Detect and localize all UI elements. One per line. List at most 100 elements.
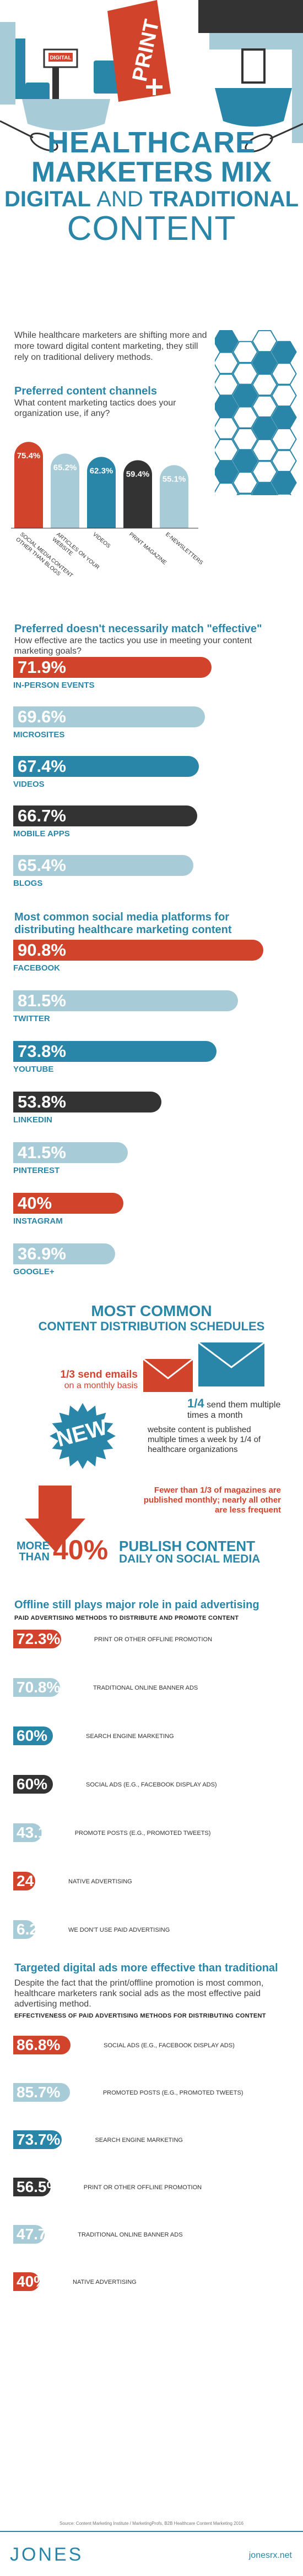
publish-line-2: DAILY ON SOCIAL MEDIA bbox=[119, 1553, 261, 1565]
effective-row: 66.7% MOBILE APPS bbox=[13, 805, 303, 855]
than-word: THAN bbox=[19, 1551, 50, 1563]
channels-value-label: 62.3% bbox=[90, 466, 113, 475]
effective-bar: 66.7% bbox=[13, 805, 197, 826]
magazines-text: Fewer than 1/3 of magazines are publishe… bbox=[143, 1486, 281, 1515]
offline-category-label: SEARCH ENGINE MARKETING bbox=[86, 1733, 174, 1740]
offline-category-label: NATIVE ADVERTISING bbox=[68, 1878, 132, 1885]
offline-row: 60% SEARCH ENGINE MARKETING bbox=[13, 1727, 303, 1775]
multi-fraction: 1/4 bbox=[187, 1396, 204, 1410]
effective-value-label: 67.4% bbox=[18, 757, 66, 776]
targeted-header: Targeted digital ads more effective than… bbox=[14, 1962, 290, 2019]
offline-row: 43.1% PROMOTE POSTS (E.G., PROMOTED TWEET… bbox=[13, 1823, 303, 1872]
targeted-value-label: 40% bbox=[17, 2273, 48, 2290]
hexagon-cell bbox=[232, 472, 258, 494]
hero-illustration: DIGITAL PRINT bbox=[0, 0, 303, 152]
channels-bar bbox=[87, 457, 116, 528]
intro-text: While healthcare marketers are shifting … bbox=[14, 331, 207, 362]
targeted-category-label: SEARCH ENGINE MARKETING bbox=[95, 2137, 183, 2144]
offline-category-label: PROMOTE POSTS (E.G., PROMOTED TWEETS) bbox=[74, 1830, 211, 1837]
offline-row: 72.3% PRINT OR OTHER OFFLINE PROMOTION bbox=[13, 1630, 303, 1678]
channels-value-label: 59.4% bbox=[126, 469, 150, 479]
offline-row: 70.8% TRADITIONAL ONLINE BANNER ADS bbox=[13, 1678, 303, 1727]
social-bar: 90.8% bbox=[13, 940, 263, 961]
digital-label: DIGITAL bbox=[50, 55, 71, 61]
hexagon-cell bbox=[215, 461, 239, 483]
targeted-bar: 86.8% SOCIAL ADS (E.G., FACEBOOK DISPLAY … bbox=[13, 2036, 235, 2054]
stand-mixer-icon bbox=[198, 0, 303, 143]
offline-category-label: SOCIAL ADS (E.G., FACEBOOK DISPLAY ADS) bbox=[86, 1782, 217, 1788]
social-bar: 73.8% bbox=[13, 1041, 217, 1062]
hexagon-cell bbox=[232, 384, 258, 407]
targeted-bar: 85.7% PROMOTED POSTS (E.G., PROMOTED TWEE… bbox=[13, 2083, 243, 2102]
social-row: 90.8% FACEBOOK bbox=[13, 940, 303, 990]
hexagon-cell bbox=[215, 439, 239, 462]
footer-url[interactable]: jonesrx.net bbox=[248, 2551, 292, 2560]
publish-line-1: PUBLISH CONTENT bbox=[119, 1538, 255, 1554]
social-row: 81.5% TWITTER bbox=[13, 990, 303, 1041]
hexagon-cell bbox=[271, 363, 297, 385]
offline-header: Offline still plays major role in paid a… bbox=[14, 1599, 295, 1621]
targeted-row: 73.7% SEARCH ENGINE MARKETING bbox=[13, 2130, 303, 2178]
social-bar: 81.5% bbox=[13, 990, 238, 1011]
schedules-title-1: MOST COMMON bbox=[91, 1302, 212, 1319]
hexagon-cell bbox=[232, 450, 258, 472]
social-row: 53.8% LINKEDIN bbox=[13, 1092, 303, 1142]
effective-category-label: MOBILE APPS bbox=[13, 829, 70, 838]
targeted-chart: 86.8% SOCIAL ADS (E.G., FACEBOOK DISPLAY … bbox=[13, 2036, 303, 2320]
title-line-2: MARKETERS MIX bbox=[31, 156, 272, 188]
title-traditional: TRADITIONAL bbox=[149, 187, 299, 211]
channels-value-label: 65.2% bbox=[53, 463, 77, 472]
hexagon-cell bbox=[271, 406, 297, 429]
social-bar: 41.5% bbox=[13, 1142, 128, 1163]
hexagon-cell bbox=[252, 417, 278, 440]
hexagon-cell bbox=[232, 406, 258, 429]
targeted-bar: 47.7% TRADITIONAL ONLINE BANNER ADS bbox=[13, 2225, 183, 2244]
targeted-bar: 40% NATIVE ADVERTISING bbox=[13, 2272, 137, 2291]
multi-text: 1/4 send them multiple times a month bbox=[187, 1396, 297, 1421]
whisk-icon bbox=[0, 120, 303, 152]
offline-value-label: 70.8% bbox=[17, 1679, 61, 1696]
hexagon-cell bbox=[252, 439, 278, 462]
social-row: 41.5% PINTEREST bbox=[13, 1142, 303, 1193]
effective-bar: 69.6% bbox=[13, 706, 205, 727]
effective-bar: 71.9% bbox=[13, 657, 212, 678]
channels-header: Preferred content channels What content … bbox=[14, 385, 213, 419]
offline-category-label: PRINT OR OTHER OFFLINE PROMOTION bbox=[94, 1636, 213, 1643]
hexagon-cell bbox=[215, 395, 239, 418]
title-line-1: HEALTHCARE bbox=[47, 126, 256, 159]
offline-bar: 70.8% TRADITIONAL ONLINE BANNER ADS bbox=[13, 1678, 198, 1697]
social-category-label: LINKEDIN bbox=[13, 1115, 52, 1125]
digital-mixer-bowl-icon: DIGITAL bbox=[0, 22, 110, 131]
publish-text: PUBLISH CONTENT DAILY ON SOCIAL MEDIA bbox=[119, 1539, 260, 1566]
print-carton-icon: PRINT bbox=[94, 0, 171, 102]
channels-bar bbox=[14, 442, 43, 528]
targeted-category-label: SOCIAL ADS (E.G., FACEBOOK DISPLAY ADS) bbox=[104, 2042, 235, 2049]
offline-bar: 72.3% PRINT OR OTHER OFFLINE PROMOTION bbox=[13, 1630, 212, 1648]
social-bar: 36.9% bbox=[13, 1243, 115, 1264]
targeted-bar: 73.7% SEARCH ENGINE MARKETING bbox=[13, 2130, 183, 2149]
targeted-row: 56.5% PRINT OR OTHER OFFLINE PROMOTION bbox=[13, 2178, 303, 2225]
channels-chart: 75.4%SOCIAL MEDIA CONTENTOTHER THAN BLOG… bbox=[11, 442, 204, 579]
offline-bar: 24.6% NATIVE ADVERTISING bbox=[13, 1872, 132, 1890]
hexagon-cell bbox=[252, 352, 278, 374]
social-value-label: 36.9% bbox=[18, 1244, 66, 1263]
hexagon-cell bbox=[215, 483, 239, 495]
emails-line-1: 1/3 send emails bbox=[60, 1369, 138, 1380]
multi-line-2: times a month bbox=[187, 1411, 243, 1420]
new-badge-icon: NEW bbox=[50, 1403, 116, 1469]
effective-row: 65.4% BLOGS bbox=[13, 855, 303, 905]
offline-bar: 43.1% PROMOTE POSTS (E.G., PROMOTED TWEET… bbox=[13, 1823, 210, 1842]
targeted-value-label: 56.5% bbox=[17, 2178, 61, 2195]
effective-value-label: 71.9% bbox=[18, 657, 66, 677]
more-than: MORE THAN bbox=[11, 1541, 50, 1563]
emails-text: 1/3 send emails on a monthly basis bbox=[22, 1369, 138, 1391]
offline-value-label: 60% bbox=[17, 1775, 48, 1793]
social-category-label: GOOGLE+ bbox=[13, 1267, 55, 1276]
social-value-label: 73.8% bbox=[18, 1042, 66, 1061]
social-value-label: 41.5% bbox=[18, 1143, 66, 1162]
hero-title: HEALTHCARE MARKETERS MIX DIGITAL AND TRA… bbox=[0, 128, 303, 246]
source-note: Source: Content Marketing Institute / Ma… bbox=[59, 2521, 244, 2526]
channels-value-label: 55.1% bbox=[163, 474, 186, 484]
channels-category-label: E-NEWSLETTERS bbox=[164, 531, 204, 566]
